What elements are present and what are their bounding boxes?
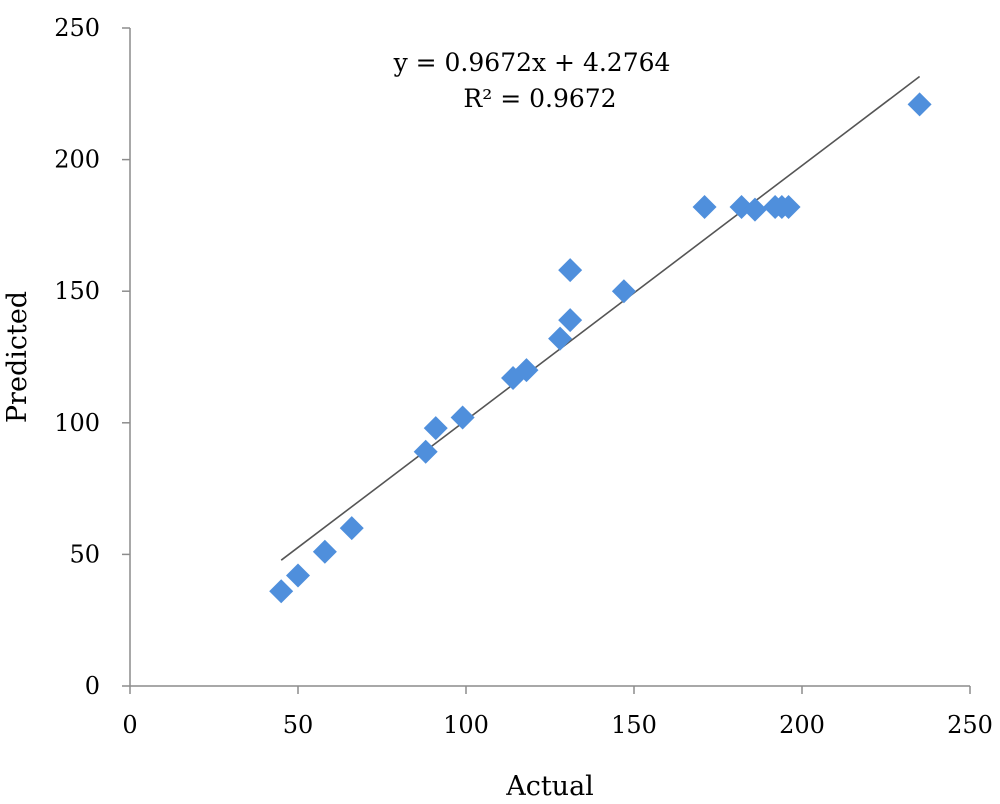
trendline (280, 75, 921, 561)
data-point (339, 516, 364, 541)
data-point (286, 563, 310, 588)
x-axis-title: Actual (505, 771, 594, 802)
data-point (514, 358, 539, 383)
data-point (776, 194, 801, 219)
data-point (423, 416, 448, 441)
data-point (692, 194, 717, 219)
x-tick-label: 200 (779, 711, 825, 739)
data-point (907, 92, 932, 117)
trendline-equation: y = 0.9672x + 4.2764 (393, 48, 671, 77)
y-tick-label: 50 (69, 540, 100, 568)
y-tick-label: 200 (54, 146, 100, 174)
x-tick-label: 0 (122, 711, 137, 739)
data-point (312, 539, 337, 564)
annotations: y = 0.9672x + 4.2764 R² = 0.9672 (393, 48, 671, 113)
y-tick-label: 100 (54, 409, 100, 437)
data-point (413, 439, 438, 464)
x-tick-label: 250 (947, 711, 993, 739)
y-axis-title: Predicted (2, 291, 33, 423)
data-point (611, 279, 636, 304)
data-point (450, 405, 475, 430)
y-tick-label: 250 (54, 14, 100, 42)
r-squared-label: R² = 0.9672 (463, 84, 616, 113)
axes (122, 27, 971, 694)
y-tick-label: 0 (85, 672, 100, 700)
data-point (548, 326, 573, 351)
data-point (558, 258, 583, 283)
tick-labels: 0 50 100 150 200 250 0 50 100 150 200 250 (54, 14, 993, 739)
data-point (558, 308, 583, 333)
x-tick-label: 100 (443, 711, 489, 739)
data-point (269, 579, 294, 604)
data-point (742, 197, 767, 222)
x-tick-label: 150 (611, 711, 657, 739)
data-points (269, 92, 932, 604)
trendline-group (280, 75, 921, 561)
x-tick-label: 50 (283, 711, 314, 739)
y-tick-label: 150 (54, 277, 100, 305)
